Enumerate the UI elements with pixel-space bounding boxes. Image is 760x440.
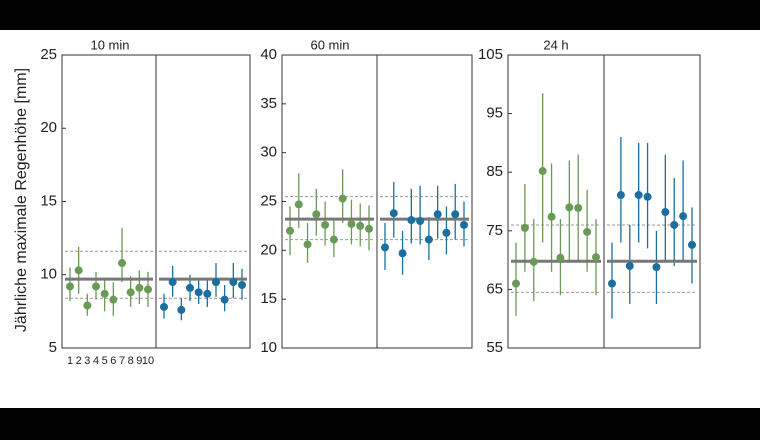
y-tick-label: 95 <box>486 105 503 122</box>
point <box>312 210 321 219</box>
point <box>109 295 118 304</box>
x-tick-label: 10 <box>142 355 154 367</box>
y-tick-label: 10 <box>260 339 277 356</box>
point <box>538 167 547 176</box>
point <box>303 240 312 249</box>
panel-title: 60 min <box>310 37 349 52</box>
point <box>556 253 565 262</box>
x-tick-label: 4 <box>93 355 99 367</box>
point <box>186 283 194 292</box>
x-tick-label: 3 <box>84 355 90 367</box>
point <box>229 278 238 287</box>
point <box>83 301 92 310</box>
y-tick-label: 5 <box>49 339 57 356</box>
point <box>433 210 442 219</box>
point <box>416 217 425 226</box>
point <box>329 235 338 244</box>
point <box>398 249 407 258</box>
y-tick-label: 25 <box>260 192 277 209</box>
point <box>212 278 220 287</box>
point <box>679 212 688 221</box>
point <box>177 305 186 314</box>
point <box>160 302 168 311</box>
point <box>389 209 398 218</box>
point <box>592 253 600 262</box>
point <box>574 203 583 212</box>
point <box>347 219 356 228</box>
panel-title: 10 min <box>90 37 129 52</box>
point <box>424 235 433 244</box>
top-bar <box>0 0 760 30</box>
point <box>608 279 616 288</box>
x-tick-label: 8 <box>128 355 134 367</box>
point <box>643 192 652 201</box>
y-tick-label: 75 <box>486 222 503 239</box>
point <box>74 266 83 275</box>
point <box>520 223 529 232</box>
point <box>135 283 144 292</box>
point <box>238 281 246 290</box>
x-tick-label: 1 <box>67 355 73 367</box>
x-tick-label: 7 <box>119 355 125 367</box>
y-tick-label: 85 <box>486 163 503 180</box>
point <box>66 282 74 291</box>
point <box>338 194 347 203</box>
y-tick-label: 65 <box>486 280 503 297</box>
y-tick-label: 20 <box>260 241 277 258</box>
y-tick-label: 15 <box>40 192 57 209</box>
y-tick-label: 40 <box>260 46 277 63</box>
y-tick-label: 30 <box>260 144 277 161</box>
point <box>381 243 389 252</box>
point <box>286 226 294 235</box>
point <box>547 212 556 221</box>
y-axis-label: Jährliche maximale Regenhöhe [mm] <box>13 68 30 332</box>
point <box>451 210 460 219</box>
point <box>294 200 303 209</box>
point <box>512 279 520 288</box>
point <box>460 220 468 229</box>
y-tick-label: 10 <box>40 266 57 283</box>
point <box>194 288 203 297</box>
point <box>118 259 126 268</box>
point <box>407 216 416 225</box>
point <box>625 261 634 270</box>
point <box>203 289 212 298</box>
y-tick-label: 25 <box>40 46 57 63</box>
point <box>634 191 643 200</box>
point <box>670 220 679 229</box>
x-tick-label: 5 <box>102 355 108 367</box>
point <box>442 228 451 237</box>
point <box>583 227 592 236</box>
y-tick-label: 55 <box>486 339 503 356</box>
y-tick-label: 35 <box>260 95 277 112</box>
point <box>565 203 574 212</box>
point <box>168 278 177 287</box>
point <box>365 224 373 233</box>
point <box>529 257 538 266</box>
bottom-bar <box>0 408 760 440</box>
point <box>100 289 109 298</box>
point <box>321 220 330 229</box>
panel-title: 24 h <box>543 37 568 52</box>
y-tick-label: 15 <box>260 290 277 307</box>
x-tick-label: 2 <box>76 355 82 367</box>
x-tick-label: 6 <box>110 355 116 367</box>
y-tick-label: 105 <box>478 46 503 63</box>
point <box>92 282 100 291</box>
point <box>144 285 152 294</box>
x-tick-label: 9 <box>136 355 142 367</box>
point <box>688 240 696 249</box>
point <box>220 295 229 304</box>
point <box>652 263 661 272</box>
point <box>616 191 625 200</box>
point <box>126 288 135 297</box>
point <box>356 221 365 230</box>
point <box>661 208 670 217</box>
y-tick-label: 20 <box>40 119 57 136</box>
